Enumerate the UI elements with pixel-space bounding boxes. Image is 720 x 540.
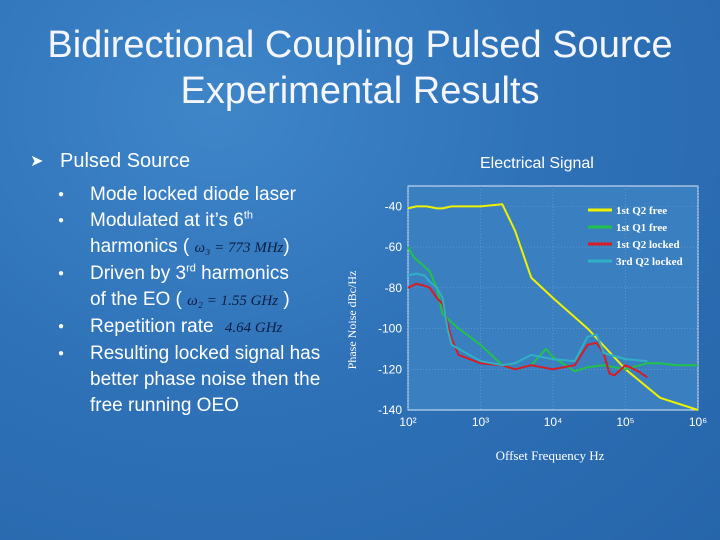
- bullet-main: ➤ Pulsed Source: [30, 148, 360, 174]
- omega2-equation: ω₂ = 1.55 GHz: [187, 293, 279, 309]
- bullet-text: harmonics (: [90, 236, 190, 257]
- dot-bullet-icon: ●: [58, 189, 65, 200]
- legend-label-2: 1st Q2 locked: [616, 239, 680, 251]
- omega3-equation: ω₃ = 773 MHz: [194, 240, 284, 256]
- y-tick-label: -80: [385, 281, 403, 295]
- chart-title: Electrical Signal: [480, 155, 594, 172]
- bullet-item: ● Repetition rate 4.64 GHz: [30, 314, 360, 341]
- bullet-list: ➤ Pulsed Source ● Mode locked diode lase…: [30, 148, 360, 419]
- y-tick-label: -40: [385, 199, 403, 213]
- bullet-text: of the EO (: [90, 289, 182, 310]
- bullet-text: Driven by 3: [90, 263, 187, 284]
- repetition-rate-equation: 4.64 GHz: [224, 320, 283, 336]
- series-line-3: [407, 272, 648, 367]
- y-tick-label: -120: [378, 362, 402, 376]
- x-axis-label: Offset Frequency Hz: [496, 448, 605, 463]
- y-axis-label: Phase Noise dBc/Hz: [345, 271, 359, 370]
- legend-label-3: 3rd Q2 locked: [616, 256, 683, 268]
- series-lines: [407, 203, 699, 411]
- bullet-item: ● Driven by 3rd harmonics of the EO ( ω₂…: [30, 261, 360, 314]
- bullet-text: ): [283, 289, 290, 310]
- x-tick-label: 10⁵: [616, 415, 634, 429]
- legend-label-1: 1st Q1 free: [616, 222, 667, 234]
- dot-bullet-icon: ●: [58, 215, 65, 226]
- bullet-text: Mode locked diode laser: [90, 184, 296, 205]
- y-tick-label: -60: [385, 240, 403, 254]
- bullet-item: ● Mode locked diode laser: [30, 182, 360, 208]
- bullet-superscript: th: [243, 209, 254, 222]
- bullet-text: Repetition rate: [90, 316, 214, 337]
- bullet-text: harmonics: [195, 263, 289, 284]
- slide-title: Bidirectional Coupling Pulsed Source Exp…: [0, 22, 720, 114]
- x-tick-label: 10⁶: [689, 415, 707, 429]
- x-tick-label: 10²: [399, 415, 416, 429]
- y-tick-label: -100: [378, 322, 402, 336]
- series-line-0: [407, 203, 699, 411]
- arrow-bullet-icon: ➤: [30, 153, 44, 170]
- bullet-main-text: Pulsed Source: [60, 149, 191, 172]
- dot-bullet-icon: ●: [58, 321, 65, 332]
- legend-label-0: 1st Q2 free: [616, 205, 667, 217]
- legend: 1st Q2 free 1st Q1 free 1st Q2 locked 3rd Q…: [588, 205, 683, 268]
- title-line-1: Bidirectional Coupling Pulsed Source: [47, 24, 673, 66]
- y-tick-label: -140: [378, 403, 402, 417]
- x-tick-label: 10³: [472, 415, 489, 429]
- dot-bullet-icon: ●: [58, 268, 65, 279]
- bullet-superscript: rd: [186, 262, 196, 275]
- bullet-text: Resulting locked signal has better phase…: [90, 343, 321, 416]
- title-line-2: Experimental Results: [180, 70, 540, 112]
- series-line-2: [407, 282, 648, 379]
- bullet-text: Modulated at it’s 6: [90, 210, 244, 231]
- bullet-item: ● Modulated at it’s 6th harmonics ( ω₃ =…: [30, 208, 360, 261]
- bullet-text: ): [283, 236, 290, 257]
- dot-bullet-icon: ●: [58, 348, 65, 359]
- bullet-item: ● Resulting locked signal has better pha…: [30, 341, 330, 419]
- x-tick-label: 10⁴: [544, 415, 563, 429]
